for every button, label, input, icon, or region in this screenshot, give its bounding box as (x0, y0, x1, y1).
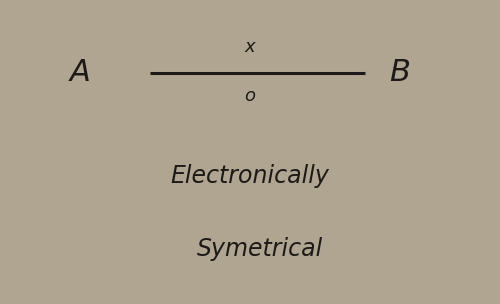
Text: B: B (390, 58, 410, 88)
Text: Symetrical: Symetrical (197, 237, 323, 261)
Text: Electronically: Electronically (170, 164, 330, 188)
Text: A: A (70, 58, 90, 88)
Text: x: x (244, 38, 256, 56)
Text: o: o (244, 87, 256, 105)
